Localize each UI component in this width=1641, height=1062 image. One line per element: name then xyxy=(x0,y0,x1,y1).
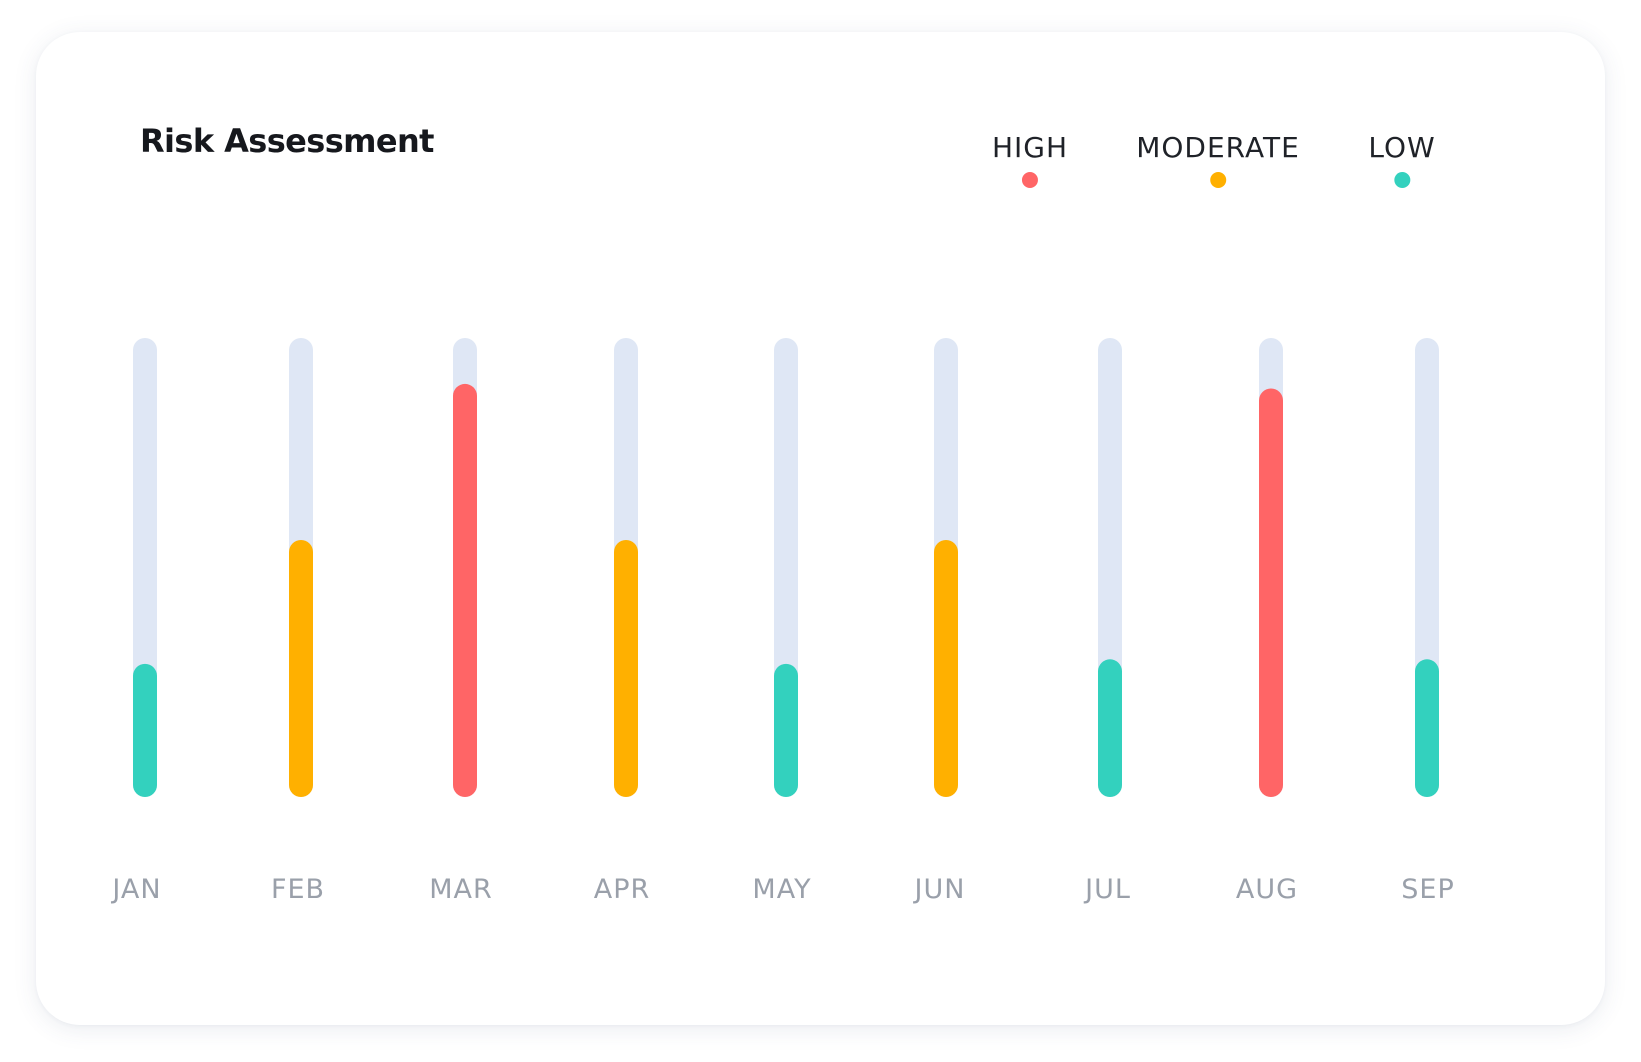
legend-label-moderate: MODERATE xyxy=(1136,131,1300,164)
legend-label-high: HIGH xyxy=(991,131,1069,164)
month-label-may: MAY xyxy=(752,874,811,905)
legend-dot-high xyxy=(1021,172,1038,188)
bar-apr xyxy=(614,539,638,797)
legend-label-low: LOW xyxy=(1368,131,1436,164)
bar-feb xyxy=(289,539,313,797)
bar-aug xyxy=(1259,388,1283,797)
month-label-jun: JUN xyxy=(913,874,966,905)
month-label-jan: JAN xyxy=(110,874,161,905)
chart-card: Risk Assessment HIGH MODERATE LOW JAN FEB… xyxy=(36,32,1605,1025)
bar-sep xyxy=(1415,659,1439,797)
month-label-mar: MAR xyxy=(429,874,493,905)
bar-jun xyxy=(934,539,958,797)
month-label-aug: AUG xyxy=(1236,874,1298,905)
month-label-feb: FEB xyxy=(271,874,325,905)
legend-dot-moderate xyxy=(1209,172,1226,188)
bar-mar xyxy=(453,383,477,797)
risk-chart: JAN FEB MAR APR MAY JUN JUL AUG SEP xyxy=(110,338,1454,905)
legend-item-low: LOW xyxy=(1368,132,1435,188)
bar-jul xyxy=(1098,659,1122,797)
legend-item-moderate: MODERATE xyxy=(1136,132,1300,188)
month-label-sep: SEP xyxy=(1401,874,1454,905)
legend-item-high: HIGH xyxy=(992,132,1068,188)
bar-jan xyxy=(133,663,157,797)
month-label-apr: APR xyxy=(594,874,651,905)
bar-may xyxy=(774,663,798,797)
legend-dot-low xyxy=(1393,172,1410,188)
month-label-jul: JUL xyxy=(1083,874,1131,905)
chart-title: Risk Assessment xyxy=(140,122,434,160)
